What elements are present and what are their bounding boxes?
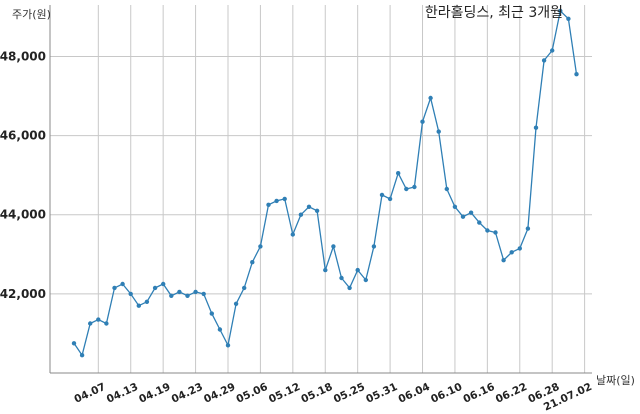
x-tick-label: 05.12 — [267, 381, 302, 406]
data-point — [136, 303, 141, 308]
data-point — [566, 16, 571, 21]
data-point — [485, 228, 490, 233]
x-tick-label: 04.07 — [72, 381, 107, 406]
data-point — [509, 250, 514, 255]
data-point — [550, 48, 555, 53]
y-tick-label: 44,000 — [0, 208, 46, 222]
x-tick-label: 06.04 — [397, 381, 432, 406]
x-tick-label: 04.29 — [202, 381, 237, 406]
data-point — [493, 230, 498, 235]
x-axis-label: 날짜(일) — [596, 373, 635, 387]
data-point — [128, 291, 133, 297]
data-point — [331, 244, 336, 249]
data-point — [258, 244, 263, 249]
data-point — [314, 208, 320, 213]
data-point — [347, 285, 352, 291]
data-point — [88, 321, 93, 326]
x-tick-label: 05.31 — [364, 381, 399, 406]
data-point — [169, 293, 174, 298]
data-point — [444, 186, 449, 192]
data-point — [477, 220, 482, 225]
x-tick-label: 06.16 — [461, 381, 496, 406]
x-tick-label: 04.13 — [105, 381, 140, 406]
data-point — [517, 246, 522, 251]
data-point — [161, 281, 166, 287]
data-point — [501, 258, 506, 263]
data-point — [323, 267, 328, 273]
data-point — [428, 95, 433, 101]
data-point — [339, 275, 344, 281]
data-point — [120, 281, 125, 287]
data-point — [201, 291, 206, 297]
data-point — [282, 196, 287, 202]
data-point — [144, 299, 150, 304]
data-point — [185, 293, 190, 298]
data-point — [290, 232, 295, 237]
grid-lines — [50, 5, 592, 373]
data-point — [420, 119, 425, 124]
data-point — [209, 311, 214, 316]
data-point — [242, 285, 247, 291]
data-point — [460, 214, 466, 219]
data-point — [112, 285, 117, 291]
data-point — [274, 198, 279, 204]
data-point — [533, 125, 539, 130]
data-point — [387, 196, 393, 202]
data-point — [233, 301, 239, 306]
data-point — [193, 289, 198, 295]
y-axis-label: 주가(원) — [12, 8, 51, 21]
x-tick-label: 06.10 — [429, 381, 464, 406]
data-point — [71, 341, 77, 346]
data-point — [250, 260, 255, 265]
x-tick-label: 05.18 — [299, 381, 334, 406]
axes — [49, 5, 592, 374]
y-tick-label: 46,000 — [0, 129, 46, 143]
price-series — [71, 8, 579, 358]
data-point — [379, 192, 385, 198]
data-point — [96, 317, 101, 322]
data-point — [541, 58, 547, 63]
x-tick-label: 04.19 — [137, 381, 172, 406]
chart-title: 한라홀딩스, 최근 3개월 — [425, 5, 563, 21]
data-point — [452, 204, 458, 209]
data-point — [298, 212, 304, 217]
data-point — [306, 204, 312, 209]
x-tick-label: 05.06 — [235, 381, 270, 406]
x-tick-label: 06.22 — [494, 381, 529, 406]
x-tick-label: 04.23 — [170, 381, 205, 406]
data-point — [363, 277, 368, 283]
data-point — [355, 267, 360, 273]
data-point — [371, 244, 377, 249]
data-point — [412, 184, 417, 190]
data-point — [225, 343, 231, 348]
data-point — [217, 327, 223, 332]
data-point — [104, 321, 109, 326]
data-point — [468, 210, 474, 215]
data-point — [177, 289, 182, 295]
data-point — [396, 171, 401, 176]
data-point — [152, 285, 158, 291]
data-point — [404, 186, 409, 192]
tick-labels: 04.0704.1304.1904.2304.2905.0605.1205.18… — [0, 49, 594, 413]
data-point — [79, 353, 85, 358]
data-point — [574, 72, 579, 77]
data-point — [266, 202, 271, 207]
y-tick-label: 42,000 — [0, 287, 46, 301]
y-tick-label: 48,000 — [0, 49, 46, 63]
x-tick-label: 05.25 — [332, 381, 367, 406]
data-point — [525, 226, 531, 231]
data-point — [436, 129, 441, 134]
data-point — [558, 8, 563, 14]
